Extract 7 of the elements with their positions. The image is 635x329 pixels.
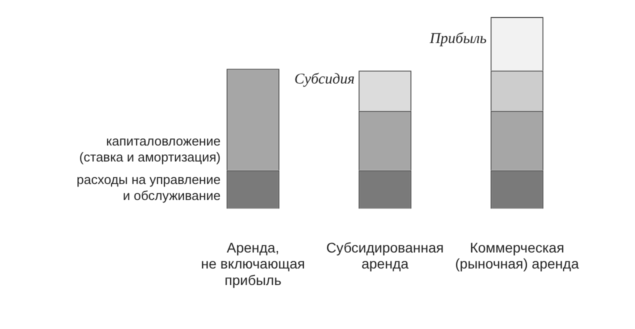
series-label: Субсидия: [294, 71, 355, 88]
series-label: расходы на управление и обслуживание: [76, 172, 221, 203]
x-tick-label: Аренда, не включающая прибыль: [201, 240, 305, 288]
x-tick-label: Коммерческая (рыночная) аренда: [455, 240, 580, 272]
series-label: капиталовложение (ставка и амортизация): [79, 133, 221, 164]
series-label: Прибыль: [428, 31, 487, 48]
x-tick-label: Субсидированная аренда: [326, 240, 444, 272]
